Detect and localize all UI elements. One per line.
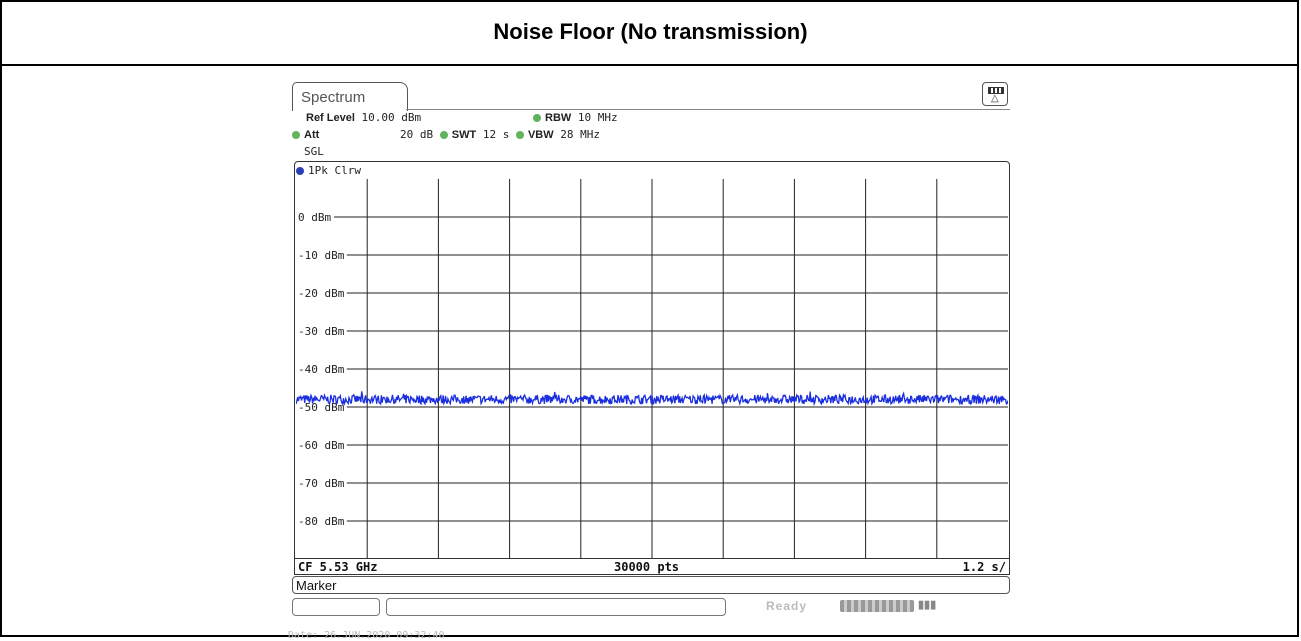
att-value: 20 dB: [400, 128, 434, 141]
delta-icon: △: [991, 93, 999, 104]
vbw-coupled-icon: [515, 131, 524, 139]
y-tick-label: -70 dBm: [298, 477, 345, 490]
status-bar: Ready ▮▮▮: [292, 596, 1010, 618]
ref-level-label: Ref Level: [306, 112, 355, 124]
y-tick-label: -20 dBm: [298, 287, 345, 300]
center-frequency: CF 5.53 GHz: [298, 560, 378, 574]
rbw-line: RBW 10 MHz: [533, 111, 618, 124]
page-title: Noise Floor (No transmission): [493, 19, 808, 44]
rbw-value: 10 MHz: [577, 111, 618, 124]
ref-level-line: Ref Level 10.00 dBm: [306, 111, 421, 124]
y-tick-label: -10 dBm: [298, 249, 345, 262]
swt-coupled-icon: [439, 131, 448, 139]
swt-label: SWT: [451, 129, 477, 141]
marker-table[interactable]: Marker: [292, 576, 1010, 594]
swt-value: 12 s: [482, 128, 510, 141]
battery-bar-icon: [988, 87, 1004, 94]
trace-color-icon: [296, 167, 304, 175]
status-field-left[interactable]: [292, 598, 380, 616]
sweep-per-div: 1.2 s/: [962, 560, 1006, 574]
trace-label: 1Pk Clrw: [308, 164, 361, 177]
att-coupled-icon: [292, 131, 300, 139]
vbw-value: 28 MHz: [560, 128, 600, 141]
y-tick-label: -50 dBm: [298, 401, 345, 414]
tab-divider: [406, 109, 1010, 110]
analyzer-screenshot: Spectrum △ Ref Level 10.00 dBm RBW 10 MH…: [288, 82, 1014, 639]
tab-spectrum-label: Spectrum: [301, 89, 366, 106]
att-line: Att: [292, 128, 319, 141]
marker-label: Marker: [296, 578, 337, 593]
lxi-icon: ▮▮▮: [918, 599, 937, 611]
capture-datetime: Date: 26.JUN.2020 09:32:40: [288, 630, 445, 641]
sweep-progress-bar: [840, 600, 914, 612]
ref-level-value: 10.00 dBm: [361, 111, 422, 124]
y-tick-label: -80 dBm: [298, 515, 345, 528]
plot-footer: CF 5.53 GHz 30000 pts 1.2 s/: [294, 558, 1010, 575]
trace-header: 1Pk Clrw: [296, 164, 361, 177]
transducer-icon[interactable]: △: [982, 82, 1008, 106]
rbw-coupled-icon: [533, 114, 541, 122]
spectrum-plot: 0 dBm -10 dBm -20 dBm -30 dBm -40 dBm -50 dBm…: [296, 179, 1008, 559]
vbw-label: VBW: [527, 129, 554, 141]
sgl-indicator: SGL: [304, 145, 324, 158]
title-row: Noise Floor (No transmission): [2, 2, 1299, 66]
att-label: Att: [304, 129, 320, 141]
trace-1pk-clrw: [296, 391, 1008, 407]
status-ready: Ready: [766, 599, 808, 613]
y-tick-label: -60 dBm: [298, 439, 345, 452]
rbw-label: RBW: [545, 112, 572, 124]
sweep-points: 30000 pts: [614, 560, 680, 574]
status-field-message[interactable]: [386, 598, 726, 616]
y-tick-label: -30 dBm: [298, 325, 345, 338]
y-tick-label: 0 dBm: [298, 211, 331, 224]
tab-spectrum[interactable]: Spectrum: [292, 82, 408, 111]
att-value-line: 20 dB SWT 12 s VBW 28 MHz: [400, 128, 600, 141]
y-tick-label: -40 dBm: [298, 363, 345, 376]
